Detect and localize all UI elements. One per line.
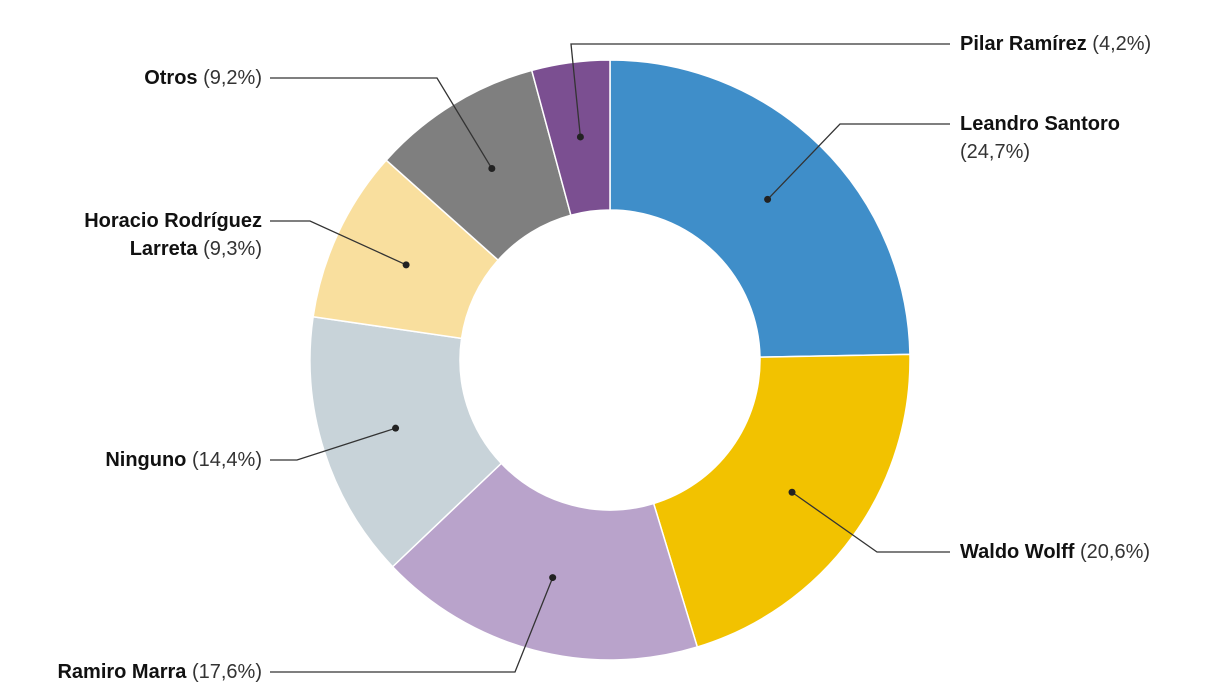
leader-dot [764,195,772,203]
leader-dot [576,133,584,141]
category-name: Horacio Rodríguez Larreta [84,210,262,260]
category-name: Leandro Santoro [960,113,1121,135]
leader-line [767,123,950,200]
leader-line [270,577,554,673]
slice-label: Otros (9,2%) [2,64,262,92]
donut-segment [652,353,911,648]
slice-label: Ninguno (14,4%) [2,446,262,474]
donut-segment [609,59,911,358]
leader-line [791,491,950,553]
value-label: (9,3%) [203,238,262,260]
leader-dot [488,165,496,173]
leader-line [270,77,493,169]
slice-label: Horacio Rodríguez Larreta (9,3%) [47,207,262,263]
donut-segment [309,315,503,568]
value-label: (24,7%) [960,141,1031,163]
value-label: (20,6%) [1079,541,1151,563]
leader-dot [788,488,796,496]
leader-line [270,220,407,266]
category-name: Otros [144,67,198,89]
value-label: (4,2%) [1092,33,1152,55]
value-label: (17,6%) [191,661,262,683]
slice-label: Waldo Wolff (20,6%) [960,538,1220,566]
slice-label: Pilar Ramírez (4,2%) [960,30,1220,58]
leader-line [270,427,396,461]
donut-segment [530,59,611,217]
value-label: (9,2%) [203,67,262,89]
category-name: Waldo Wolff [960,541,1075,563]
category-name: Ramiro Marra [57,661,187,683]
slice-label: Leandro Santoro (24,7%) [960,110,1140,166]
value-label: (14,4%) [191,449,262,471]
leader-dot [402,261,410,269]
leader-line [570,43,950,138]
donut-segment [391,462,699,661]
leader-dot [549,574,557,582]
leader-dot [392,424,400,432]
category-name: Pilar Ramírez [960,33,1087,55]
category-name: Ninguno [105,449,187,471]
slice-label: Ramiro Marra (17,6%) [2,658,262,686]
